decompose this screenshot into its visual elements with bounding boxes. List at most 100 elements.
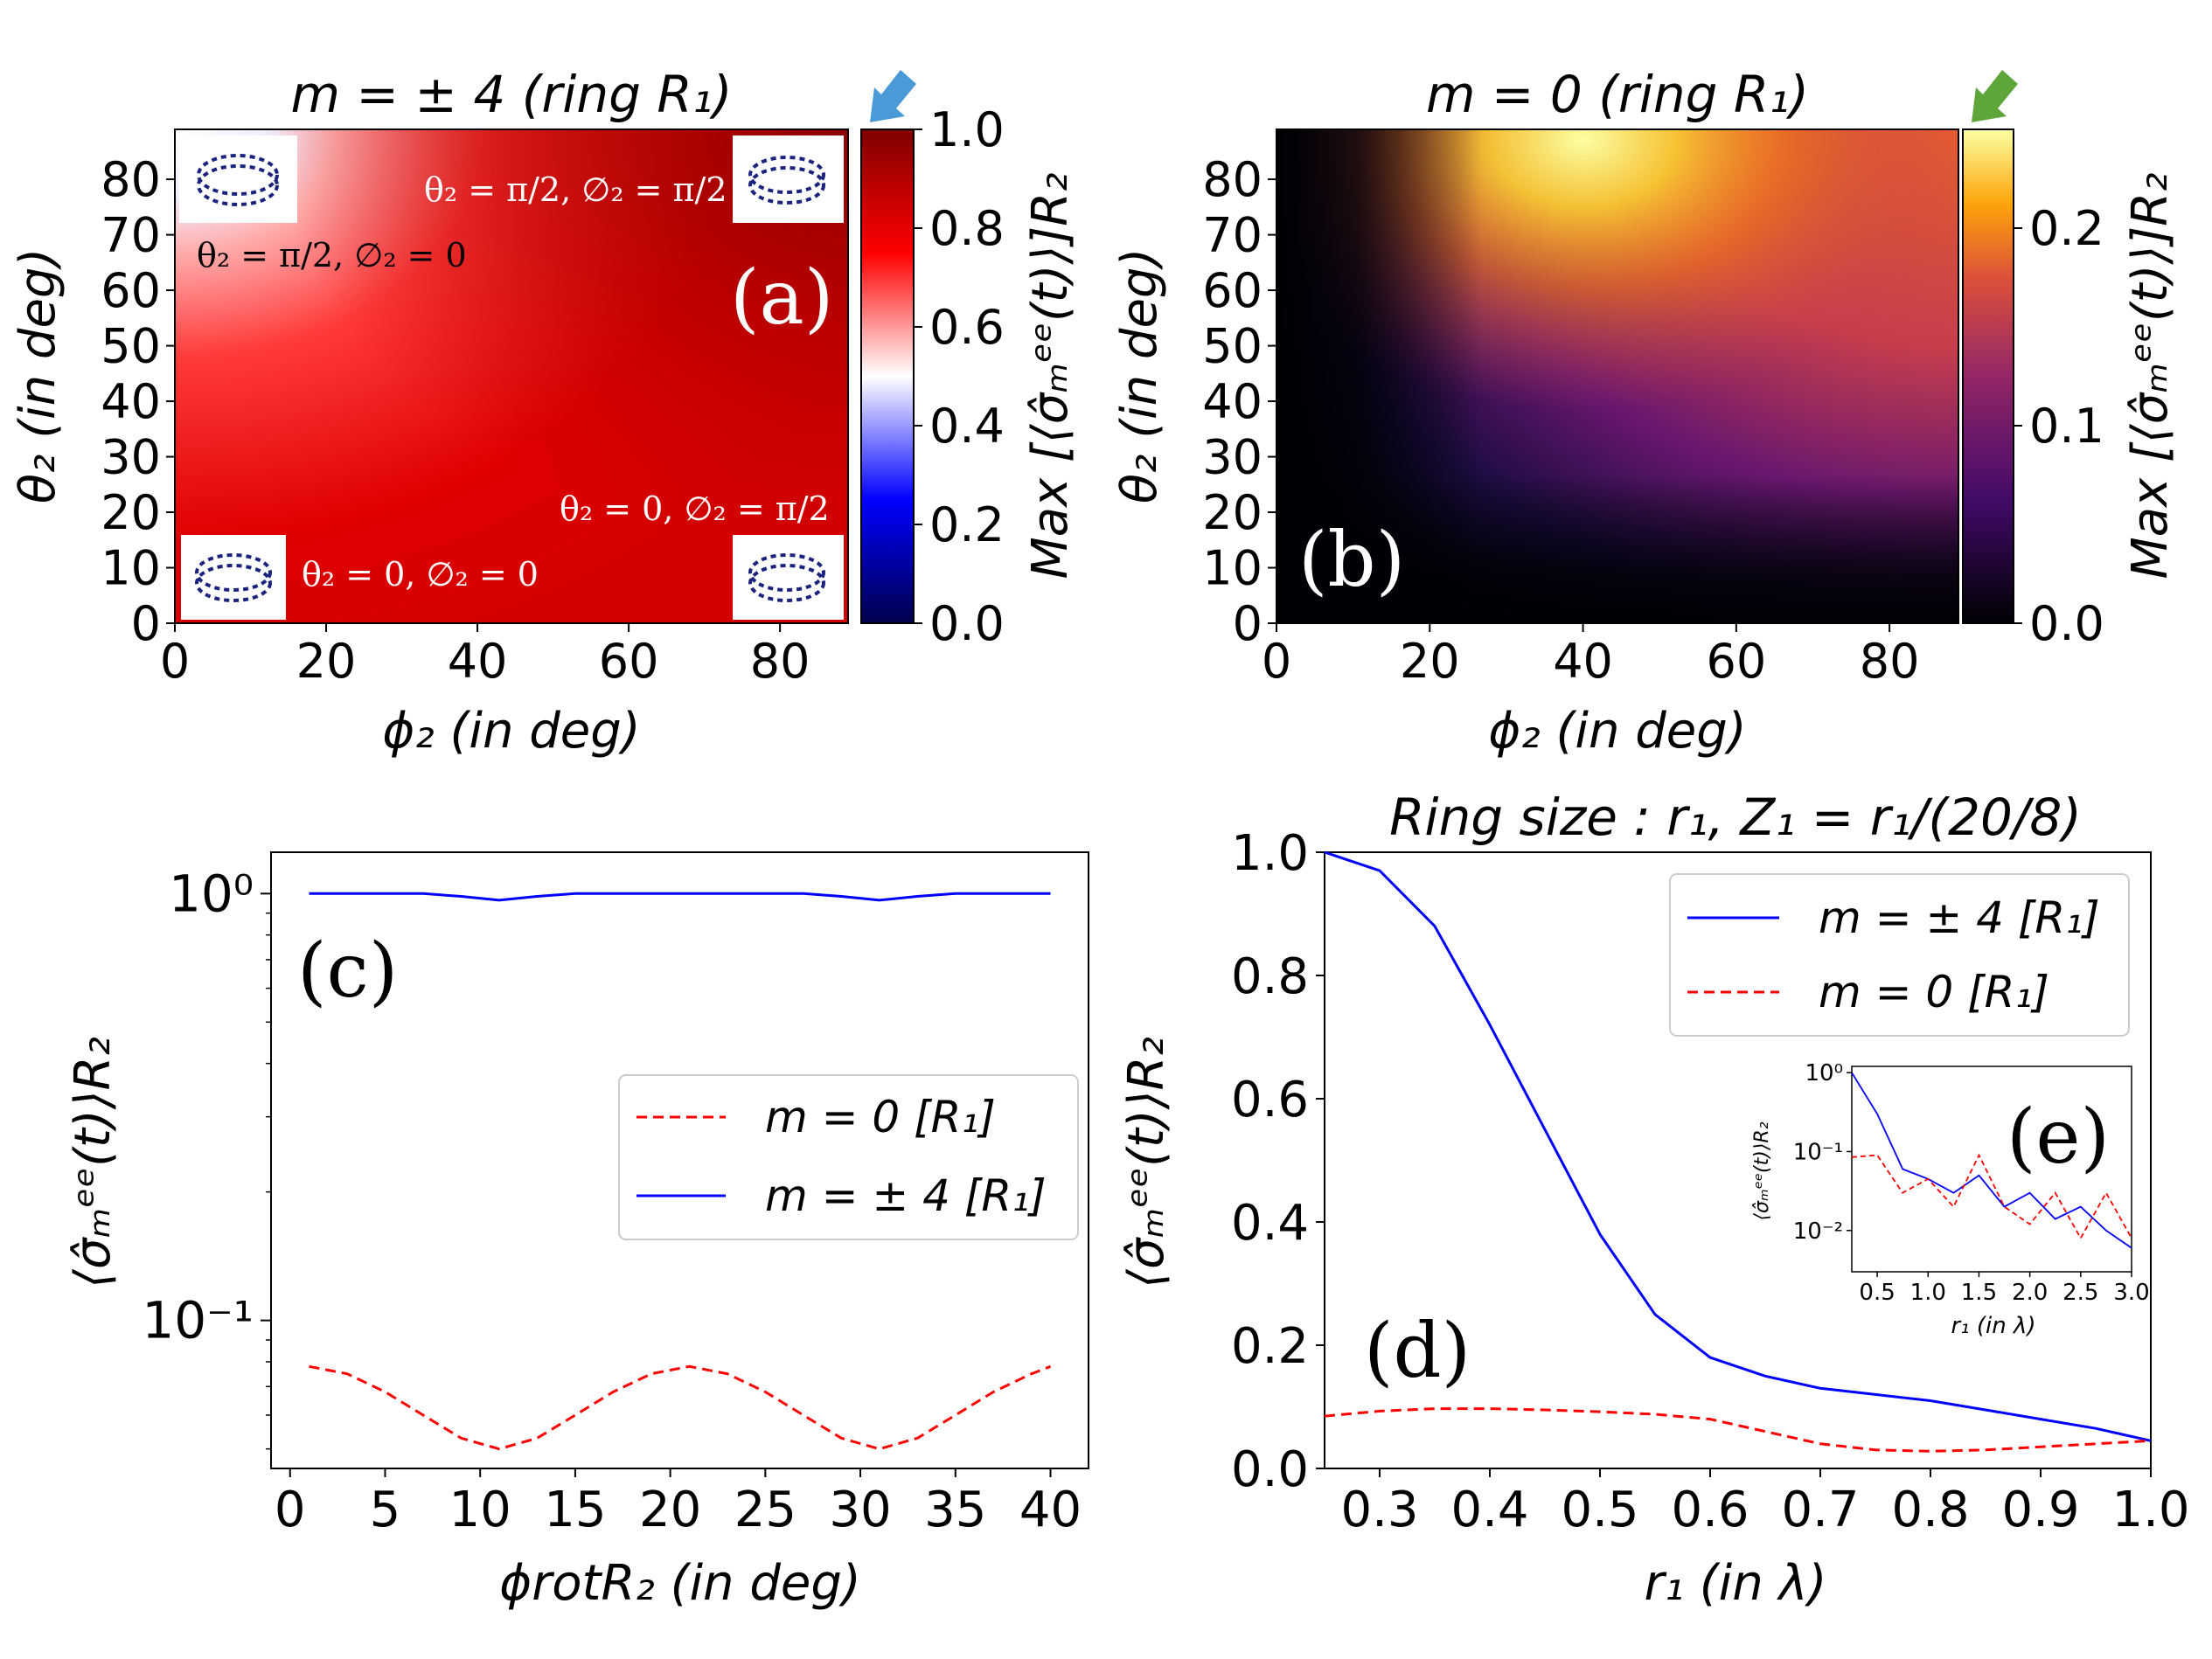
colorbar-tick-label: 0.6 xyxy=(929,300,1005,355)
ring-inset-top-right xyxy=(733,135,844,223)
y-tick-label: 60 xyxy=(101,263,161,318)
x-tick-label: 0 xyxy=(1262,634,1291,689)
panel-a-heatmap: θ₂ = π/2, ∅₂ = π/2 θ₂ = π/2, ∅₂ = 0 θ₂ =… xyxy=(10,65,1079,760)
panel-label-b: (b) xyxy=(1298,517,1405,604)
y-tick-label: 70 xyxy=(1202,208,1263,263)
series-c-line-1 xyxy=(309,892,1051,902)
legend-d-label-0: m = ± 4 [R₁] xyxy=(1819,892,2100,943)
colorbar-tick-label: 0.0 xyxy=(2029,596,2104,651)
y-tick-label: 0 xyxy=(1233,596,1263,651)
arrow-a-icon xyxy=(870,70,916,122)
heatmap-b-frame xyxy=(1276,128,1959,624)
annotation-a-top-left: θ₂ = π/2, ∅₂ = 0 xyxy=(197,236,467,274)
x-tick-label: 0 xyxy=(160,634,190,689)
xlabel-e: r₁ (in λ) xyxy=(1951,1313,2035,1339)
series-d-line-0 xyxy=(1324,850,2152,1442)
ylabel-d: ⟨σ̂ₘᵉᵉ(t)⟩R₂ xyxy=(1118,1037,1175,1288)
annotation-a-bottom-right: θ₂ = 0, ∅₂ = π/2 xyxy=(560,489,830,528)
xlabel-d: r₁ (in λ) xyxy=(1645,1555,1827,1612)
x-tick-label: 30 xyxy=(829,1482,891,1538)
y-tick-label: 20 xyxy=(1202,485,1263,540)
y-tick-label: 40 xyxy=(101,374,161,429)
colorbar-a xyxy=(860,128,915,624)
colorbar-tick-label: 0.2 xyxy=(2029,201,2104,256)
plot-e-frame xyxy=(1851,1066,2132,1273)
x-tick-label: 2.0 xyxy=(2012,1280,2048,1306)
x-tick-label: 0.3 xyxy=(1340,1482,1418,1538)
series-e-line-0 xyxy=(1851,1072,2132,1249)
xlabel-b: ϕ₂ (in deg) xyxy=(1488,703,1746,760)
inset-e: 0.5 1.0 1.5 2.0 2.5 3.0 10⁰ 10⁻¹ 10⁻² (e) r₁ (in… xyxy=(1751,1060,2150,1339)
colorbar-b xyxy=(1962,128,2014,624)
x-tick-label: 40 xyxy=(1553,634,1613,689)
title-a: m = ± 4 (ring R₁) xyxy=(290,65,732,124)
y-tick-label: 0.8 xyxy=(1231,948,1309,1005)
legend-d-label-1: m = 0 [R₁] xyxy=(1819,967,2049,1017)
x-tick-label: 2.5 xyxy=(2062,1280,2098,1306)
x-tick-label: 10 xyxy=(449,1482,511,1538)
panel-d-line-chart: 0.3 0.4 0.5 0.6 0.7 0.8 0.9 1.0 0.0 0.2 0.4 0.6 0.8 1… xyxy=(1118,788,2190,1612)
colorbar-tick-label: 0.4 xyxy=(929,399,1005,454)
x-tick-label: 60 xyxy=(599,634,659,689)
x-tick-label: 80 xyxy=(1860,634,1920,689)
panel-label-a: (a) xyxy=(730,254,833,342)
x-tick-label: 80 xyxy=(750,634,810,689)
panel-b-heatmap: (b) m = 0 (ring R₁) ϕ₂ (in deg) θ₂ (in d… xyxy=(1111,65,2179,760)
annotation-a-top-right: θ₂ = π/2, ∅₂ = π/2 xyxy=(424,170,727,209)
colorbar-b-label: Max [⟨σ̂ₘᵉᵉ(t)⟩]R₂ xyxy=(2122,172,2179,579)
y-tick-label: 10⁰ xyxy=(1805,1060,1843,1086)
colorbar-tick-label: 0.1 xyxy=(2029,399,2104,454)
x-tick-label: 0.8 xyxy=(1891,1482,1969,1538)
colorbar-a-ticks: 0.0 0.2 0.4 0.6 0.8 1.0 xyxy=(914,102,1005,651)
ticks-d: 0.3 0.4 0.5 0.6 0.7 0.8 0.9 1.0 0.0 0.2 0.4 0.6 0.8 1… xyxy=(1231,825,2190,1538)
y-tick-label: 10⁻¹ xyxy=(142,1291,254,1350)
y-tick-label: 10 xyxy=(1202,541,1263,596)
x-tick-label: 5 xyxy=(370,1482,401,1538)
arrow-b-icon xyxy=(1972,70,2018,122)
y-tick-label: 10⁻² xyxy=(1793,1218,1843,1245)
y-tick-label: 20 xyxy=(101,485,161,540)
legend-c-label-0: m = 0 [R₁] xyxy=(765,1092,996,1142)
x-tick-label: 0.4 xyxy=(1450,1482,1528,1538)
x-tick-label: 0.6 xyxy=(1671,1482,1749,1538)
ticks-c: 0 5 10 15 20 25 30 35 40 10⁰ 10⁻¹ xyxy=(142,864,1082,1538)
y-tick-label: 10 xyxy=(101,541,161,596)
x-tick-label: 20 xyxy=(1400,634,1460,689)
annotation-a-bottom-left: θ₂ = 0, ∅₂ = 0 xyxy=(302,555,539,593)
x-tick-label: 0.7 xyxy=(1781,1482,1859,1538)
y-tick-label: 10⁰ xyxy=(169,864,254,923)
x-tick-label: 20 xyxy=(296,634,357,689)
x-tick-label: 25 xyxy=(734,1482,796,1538)
plot-d-series xyxy=(1324,850,2152,1453)
ring-inset-top-left xyxy=(179,135,297,223)
colorbar-a-label: Max [⟨σ̂ₘᵉᵉ(t)⟩]R₂ xyxy=(1022,172,1079,579)
colorbar-tick-label: 1.0 xyxy=(929,102,1005,157)
x-tick-label: 0 xyxy=(275,1482,306,1538)
x-tick-label: 60 xyxy=(1706,634,1766,689)
plot-e-series xyxy=(1851,1072,2132,1249)
y-tick-label: 60 xyxy=(1202,263,1263,318)
y-tick-label: 0 xyxy=(131,596,161,651)
legend-d: m = ± 4 [R₁] m = 0 [R₁] xyxy=(1669,873,2130,1037)
colorbar-b-ticks: 0.0 0.1 0.2 xyxy=(2014,201,2104,651)
ylabel-e: ⟨σ̂ₘᵉᵉ(t)⟩R₂ xyxy=(1751,1121,1773,1220)
x-tick-label: 0.9 xyxy=(2001,1482,2079,1538)
y-tick-label: 40 xyxy=(1202,374,1263,429)
x-tick-label: 35 xyxy=(924,1482,986,1538)
y-tick-label: 0.0 xyxy=(1231,1441,1309,1498)
colorbar-tick-label: 0.2 xyxy=(929,497,1005,552)
x-tick-label: 1.0 xyxy=(2111,1482,2189,1538)
y-tick-label: 50 xyxy=(1202,319,1263,374)
colorbar-tick-label: 0.8 xyxy=(929,201,1005,256)
y-tick-label: 80 xyxy=(101,152,161,207)
legend-c-label-1: m = ± 4 [R₁] xyxy=(765,1170,1047,1221)
series-c-line-0 xyxy=(309,1364,1052,1451)
y-tick-label: 10⁻¹ xyxy=(1793,1139,1843,1165)
ylabel-b: θ₂ (in deg) xyxy=(1111,248,1168,504)
y-tick-label: 50 xyxy=(101,319,161,374)
y-tick-label: 0.6 xyxy=(1231,1072,1309,1128)
panel-label-c: (c) xyxy=(297,927,398,1015)
y-tick-label: 0.2 xyxy=(1231,1318,1309,1375)
